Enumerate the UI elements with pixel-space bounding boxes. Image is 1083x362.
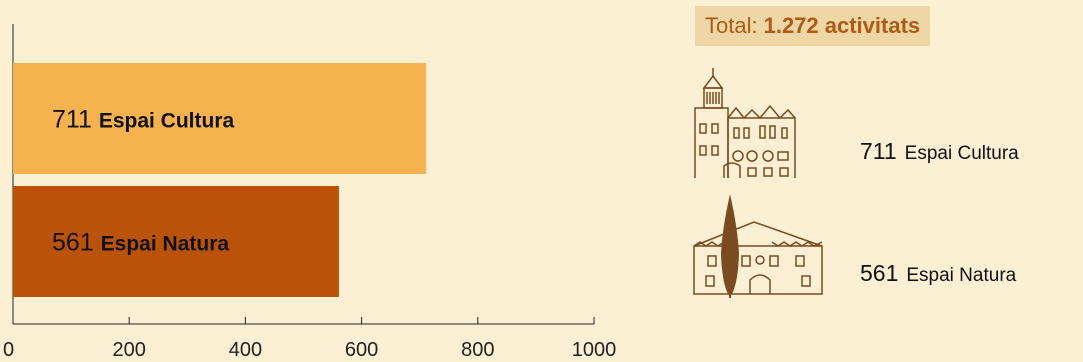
total-activities-box: Total: 1.272 activitats (695, 6, 931, 46)
legend-natura-name: Espai Natura (906, 265, 1017, 286)
legend-espai-cultura: 711 Espai Cultura (860, 138, 1019, 165)
x-axis-ticks: 0 200 400 600 800 1000 (3, 317, 616, 361)
bar-data-label: 711 Espai Cultura (52, 106, 234, 134)
x-tick-label: 0 (3, 339, 14, 361)
farmhouse-cypress-building-icon (693, 194, 823, 298)
x-tick-label: 600 (345, 339, 378, 361)
x-tick-label: 400 (229, 339, 262, 361)
bar-chart: 0 200 400 600 800 1000 711 Espai Cultura 561 E… (3, 24, 616, 361)
x-tick-label: 800 (461, 339, 494, 361)
bar-espai-natura (13, 186, 339, 297)
bar-espai-cultura (13, 63, 427, 174)
bar-data-label: 561 Espai Natura (52, 229, 229, 257)
bars-group: 711 Espai Cultura 561 Espai Natura (13, 63, 427, 297)
manor-tower-building-icon (694, 68, 796, 178)
legend-cultura-name: Espai Cultura (904, 143, 1019, 164)
x-tick-label: 1000 (572, 339, 617, 361)
legend-natura-number: 561 (860, 260, 899, 286)
x-tick-label: 200 (113, 339, 146, 361)
total-label: Total: (705, 13, 758, 38)
legend-cultura-number: 711 (860, 138, 897, 164)
total-value: 1.272 activitats (763, 13, 921, 38)
legend-espai-natura: 561 Espai Natura (860, 260, 1016, 287)
